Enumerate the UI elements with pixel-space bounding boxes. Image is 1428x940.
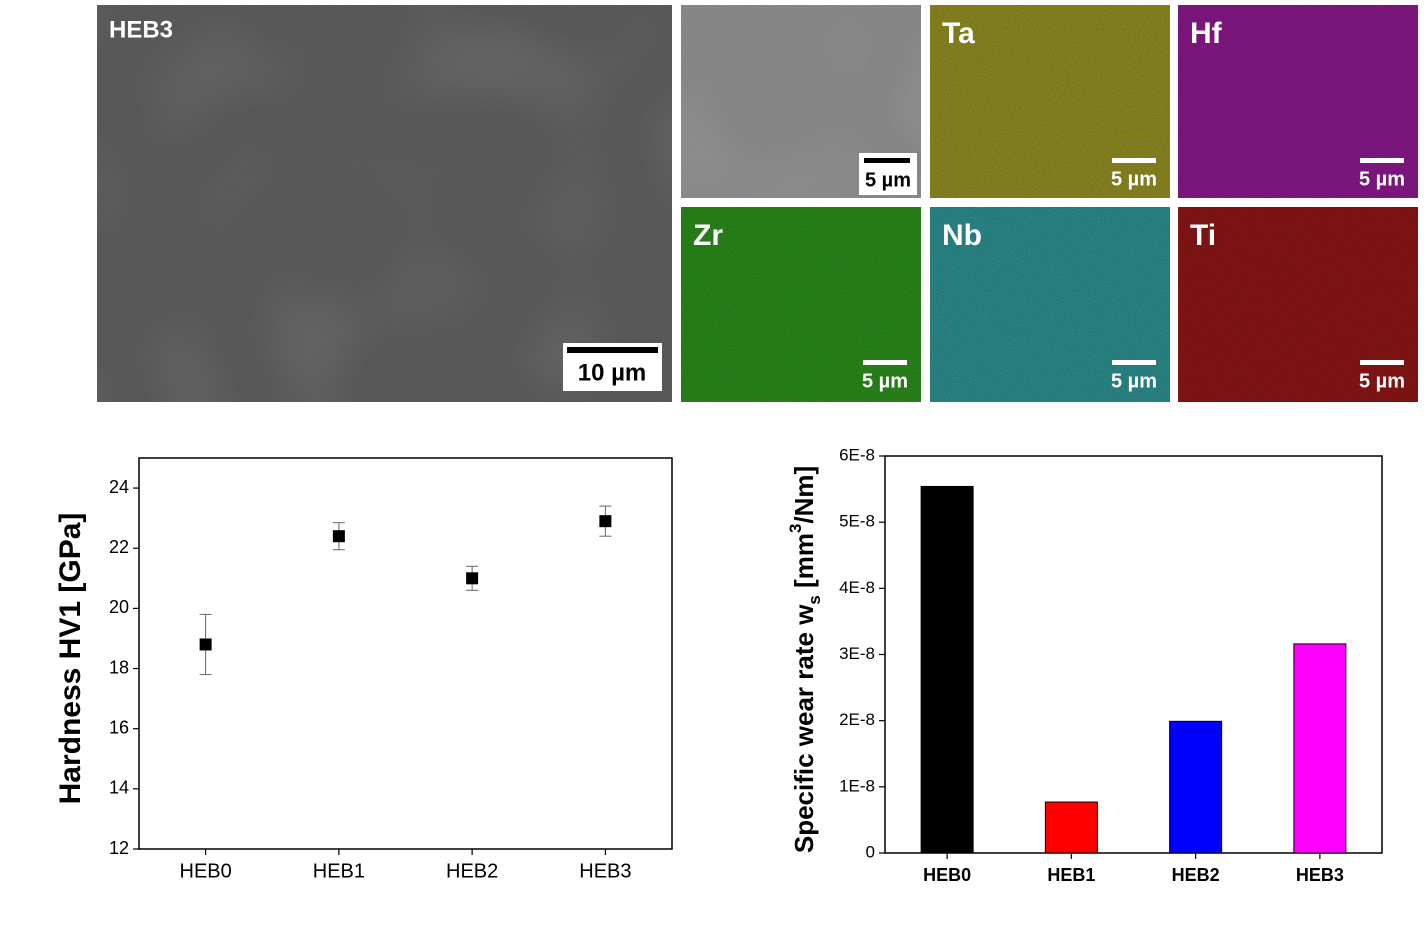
x-tick-label: HEB2 [1172,865,1220,885]
y-tick-label: 16 [109,717,129,737]
noise-texture [930,207,1170,402]
y-axis-label: Specific wear rate ws [mm3/Nm] [786,466,824,853]
scale-label: 5 µm [1359,168,1405,190]
noise-texture [1178,207,1418,402]
scale-label: 10 µm [578,359,647,386]
y-axis-label-part: [mm [789,533,819,595]
marker [332,530,345,543]
bar [1044,801,1098,854]
y-tick-label: 1E-8 [839,776,875,795]
x-tick-label: HEB0 [923,865,971,885]
noise-texture [1178,5,1418,198]
element-label: Ta [942,17,975,50]
y-tick-label: 22 [109,537,129,557]
scale-label: 5 µm [1359,370,1405,392]
y-tick-label: 18 [109,657,129,677]
y-tick-label: 4E-8 [839,578,875,597]
x-tick-label: HEB1 [313,860,365,882]
element-label: HEB3 [109,16,173,43]
x-tick-label: HEB2 [446,860,498,882]
scale-bar [1112,360,1156,365]
element-label: Nb [942,219,982,252]
y-tick-label: 3E-8 [839,644,875,663]
y-tick-label: 6E-8 [839,445,875,464]
noise-texture [930,5,1170,198]
y-axis-label-part: 3 [786,524,805,533]
y-axis-label-part: Specific wear rate w [789,604,819,853]
x-tick-label: HEB1 [1047,865,1095,885]
element-label: Ti [1190,219,1216,252]
scale-bar [1360,360,1404,365]
y-tick-label: 2E-8 [839,710,875,729]
y-tick-label: 14 [109,778,129,798]
marker [599,515,612,528]
y-tick-label: 12 [109,838,129,858]
noise-texture [97,5,672,402]
bar [1293,643,1347,854]
scale-bar [864,158,910,163]
element-label: Hf [1190,17,1223,50]
scale-label: 5 µm [865,169,911,191]
scale-bar [1112,158,1156,163]
y-tick-label: 20 [109,597,129,617]
x-tick-label: HEB0 [180,860,232,882]
y-axis-label-part: s [805,595,824,604]
element-label: Zr [693,219,723,252]
scale-label: 5 µm [1111,168,1157,190]
y-axis-label: Hardness HV1 [GPa] [54,513,87,805]
scale-bar [567,347,658,353]
y-axis-label-part: /Nm] [789,466,819,524]
y-tick-label: 5E-8 [839,512,875,531]
scale-label: 5 µm [1111,370,1157,392]
noise-texture [681,207,921,402]
x-tick-label: HEB3 [1296,865,1344,885]
y-axis-label-part: Hardness HV1 [GPa] [54,513,87,805]
plot-frame [138,457,673,850]
scale-bar [863,360,907,365]
marker [199,638,212,651]
bar [1169,720,1223,854]
y-tick-label: 24 [109,477,129,497]
scale-bar [1360,158,1404,163]
bar [920,485,974,854]
scale-label: 5 µm [862,370,908,392]
y-tick-label: 0 [866,842,875,861]
x-tick-label: HEB3 [579,860,631,882]
marker [466,572,479,585]
